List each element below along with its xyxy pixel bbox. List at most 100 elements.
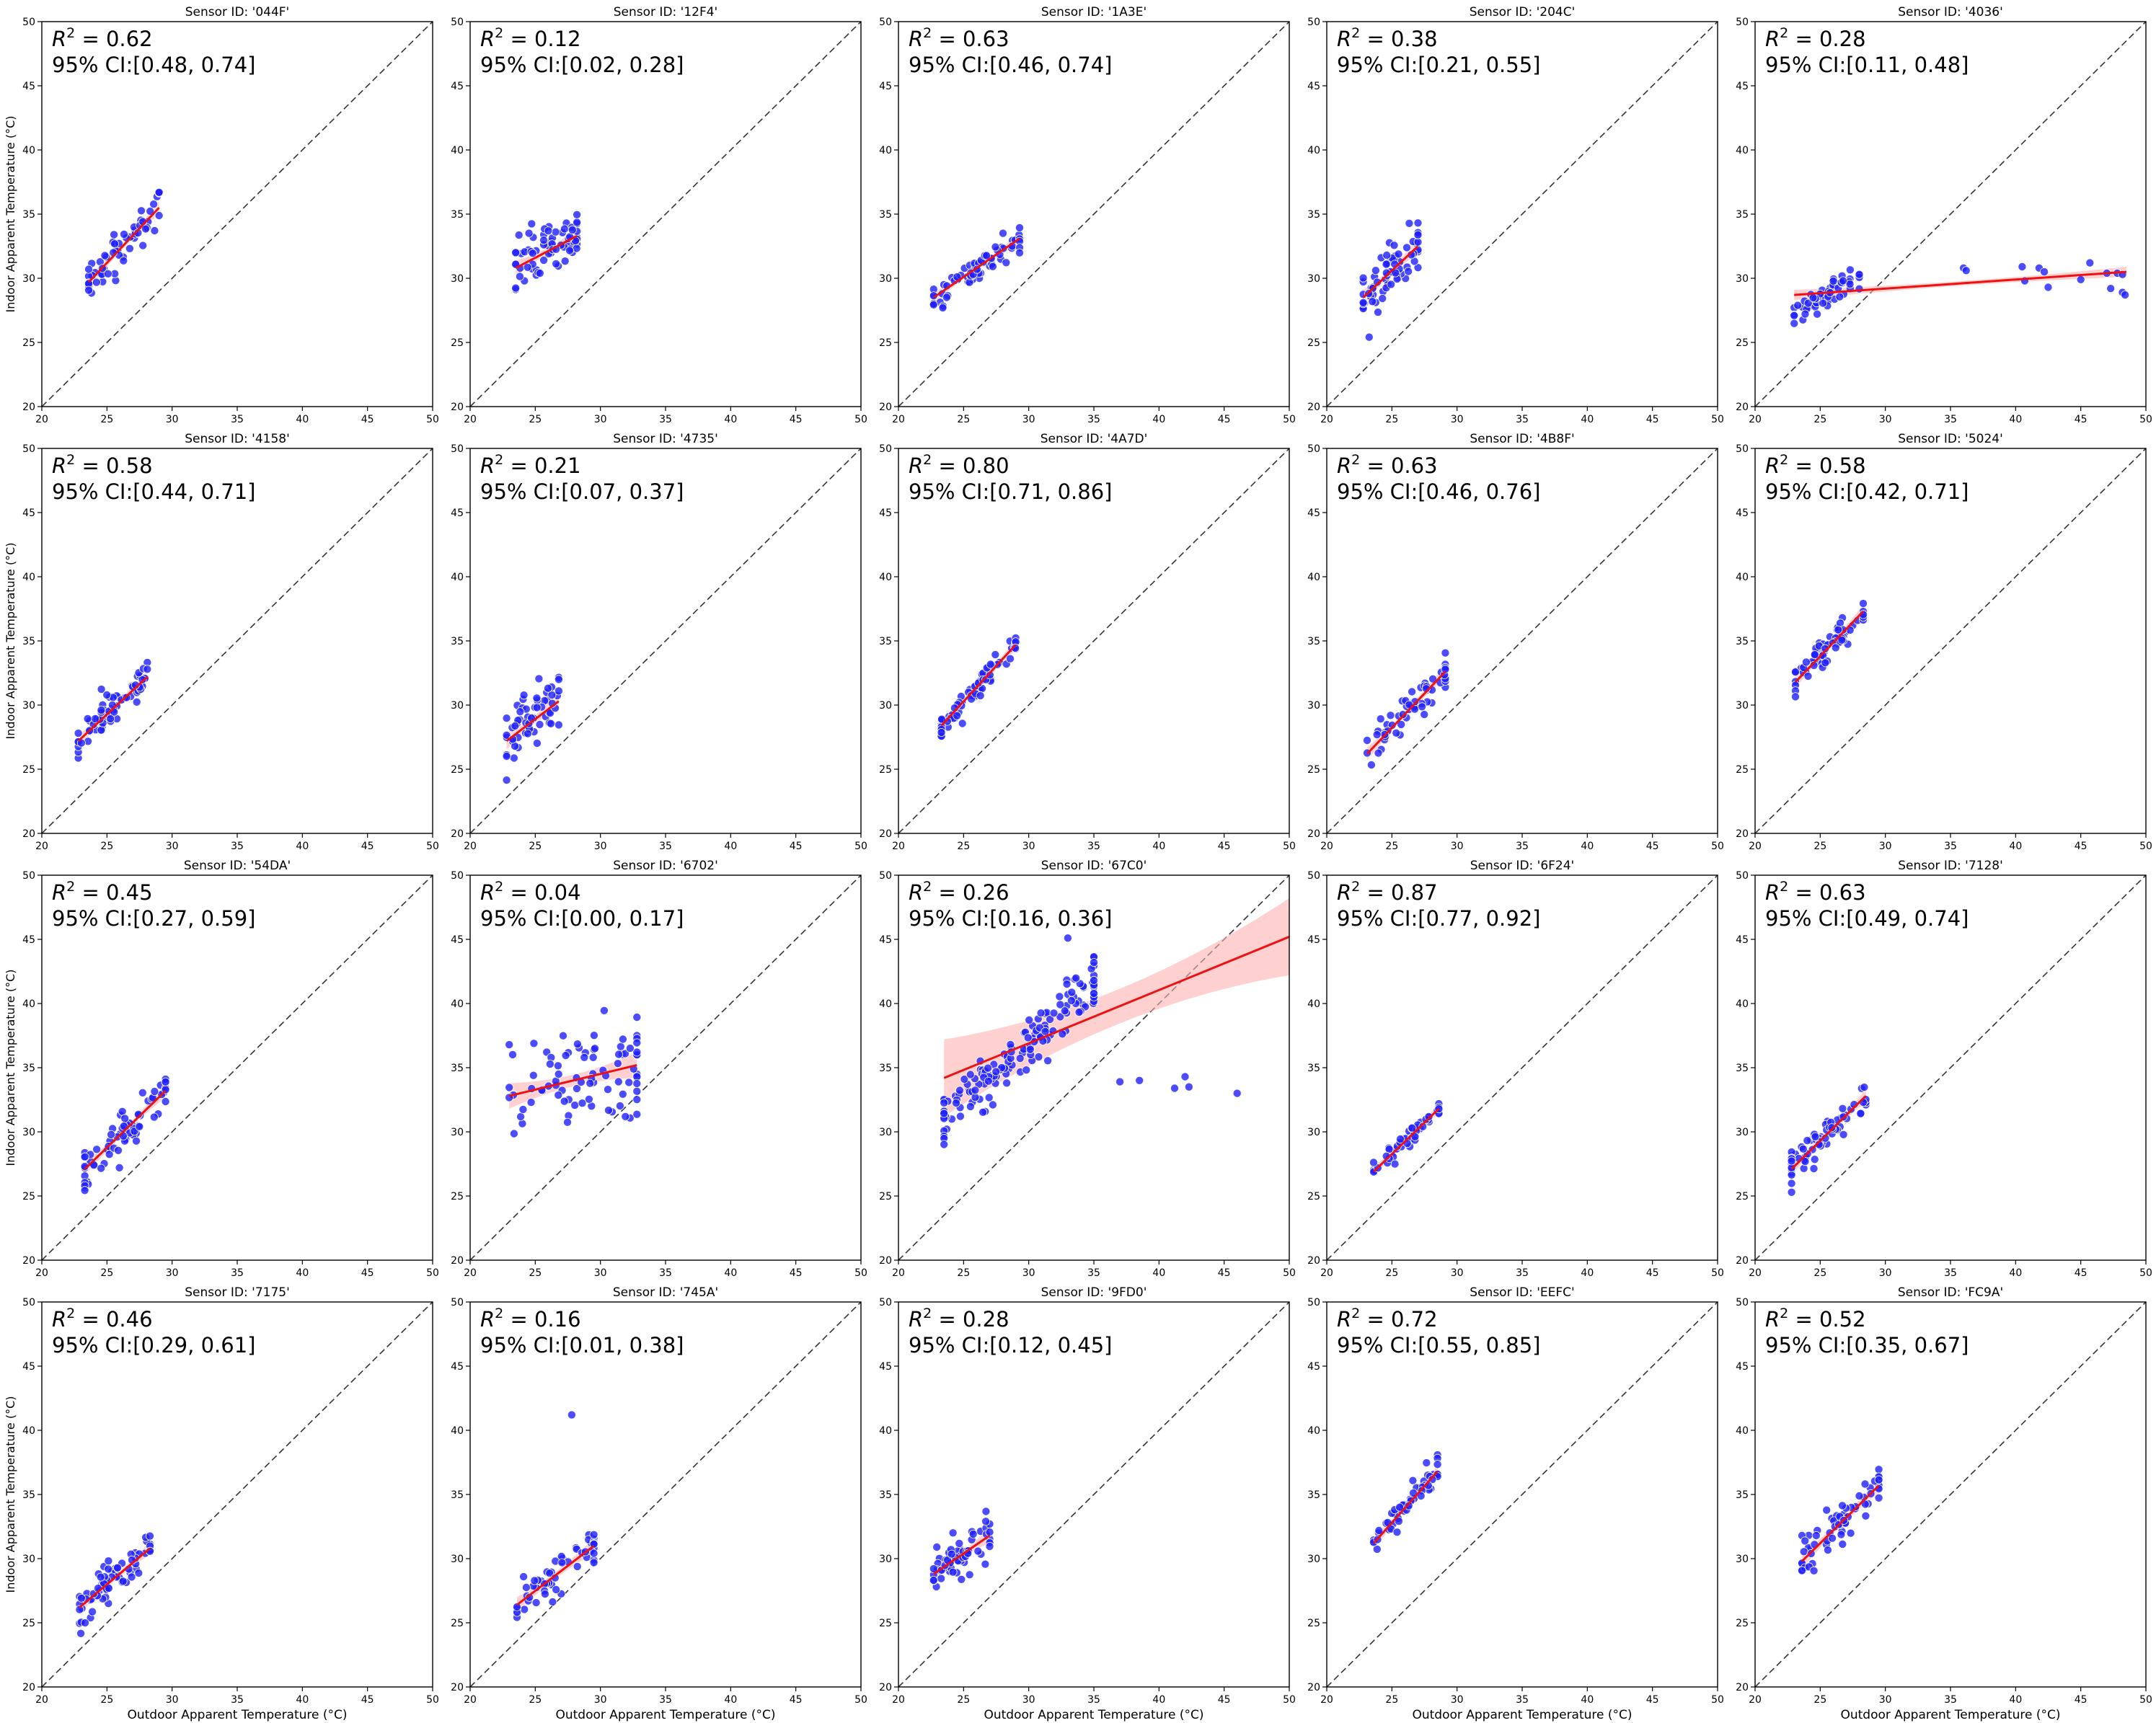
x-tick-label: 45 (790, 414, 803, 425)
x-tick-label: 40 (724, 841, 737, 852)
x-tick-label: 25 (529, 1694, 542, 1706)
identity-line (470, 22, 861, 407)
plot-area (470, 448, 861, 833)
y-tick-label: 45 (1736, 1361, 1749, 1373)
x-tick-label: 40 (1581, 1267, 1594, 1279)
data-point (1015, 248, 1025, 257)
data-point (532, 703, 542, 712)
r2-annotation: R2 = 0.63 (1337, 452, 1438, 478)
plot-area (898, 875, 1289, 1260)
data-point (580, 1053, 589, 1062)
data-point (604, 1085, 613, 1094)
data-point (1837, 1530, 1846, 1539)
data-point (519, 691, 529, 700)
subplot-4158: Sensor ID: '4158' 20 25 30 35 40 45 50 20 25 30 35 4… (4, 432, 439, 852)
x-tick-label: 25 (1385, 414, 1398, 425)
data-point (1090, 989, 1099, 998)
x-tick-label: 25 (1813, 841, 1826, 852)
data-point (1813, 309, 1822, 319)
data-point (554, 1091, 563, 1100)
data-point (1860, 1083, 1869, 1092)
identity-line (1755, 1302, 2146, 1687)
data-point (523, 262, 532, 272)
data-point (544, 683, 553, 693)
fit-line (77, 676, 149, 742)
plot-area (470, 875, 861, 1260)
fit-line (87, 207, 160, 283)
data-point (984, 1093, 994, 1102)
x-tick-label: 40 (1152, 841, 1165, 852)
data-point (560, 257, 570, 266)
x-tick-label: 25 (1385, 841, 1398, 852)
data-point (138, 241, 148, 250)
data-point (1821, 644, 1830, 653)
data-point (138, 1088, 147, 1097)
x-tick-label: 45 (1218, 1267, 1231, 1279)
y-tick-label: 50 (1736, 17, 1749, 28)
data-point (1799, 1164, 1808, 1173)
data-point (1049, 1009, 1059, 1018)
x-tick-label: 35 (231, 1267, 244, 1279)
data-point (104, 1556, 113, 1566)
x-tick-label: 20 (1320, 841, 1333, 852)
data-point (2121, 291, 2130, 300)
y-tick-label: 35 (451, 209, 464, 221)
data-point (978, 1107, 988, 1117)
fit-line (943, 936, 1289, 1079)
data-point (96, 1572, 105, 1582)
ci-annotation: 95% CI:[0.49, 0.74] (1765, 906, 1969, 931)
y-tick-label: 35 (22, 636, 35, 647)
identity-line (1755, 875, 2146, 1260)
y-tick-label: 20 (1307, 402, 1320, 413)
y-tick-label: 25 (1307, 1618, 1320, 1629)
y-tick-label: 45 (451, 1361, 464, 1373)
y-tick-label: 50 (1307, 443, 1320, 455)
y-tick-label: 20 (451, 1255, 464, 1267)
r2-annotation: R2 = 0.63 (1765, 879, 1866, 905)
y-axis-label: Indoor Apparent Temperature (°C) (4, 1396, 17, 1593)
data-point (618, 1035, 627, 1044)
y-tick-label: 30 (879, 1127, 892, 1138)
data-point (1371, 266, 1380, 275)
data-point (1799, 1547, 1808, 1556)
y-tick-label: 25 (1736, 764, 1749, 776)
y-tick-label: 35 (1736, 1063, 1749, 1074)
x-tick-label: 30 (594, 841, 607, 852)
plot-area (42, 875, 433, 1260)
r2-annotation: R2 = 0.21 (480, 452, 581, 478)
data-point (984, 1076, 993, 1086)
data-point (1408, 1476, 1418, 1485)
data-point (973, 1546, 983, 1556)
ci-annotation: 95% CI:[0.46, 0.74] (909, 53, 1112, 77)
data-point (518, 1104, 528, 1114)
y-tick-label: 30 (879, 700, 892, 712)
x-tick-label: 35 (1087, 1267, 1100, 1279)
subplot-5024: Sensor ID: '5024' 20 25 30 35 40 45 50 20 25 30 35 4… (1736, 432, 2152, 852)
x-tick-label: 45 (361, 1694, 374, 1706)
x-tick-label: 50 (426, 841, 439, 852)
x-tick-label: 40 (724, 1694, 737, 1706)
data-point (621, 1112, 630, 1121)
data-point (143, 665, 152, 674)
x-tick-label: 40 (2009, 1267, 2022, 1279)
data-point (502, 730, 511, 740)
data-point (515, 272, 524, 281)
y-tick-label: 30 (1307, 1554, 1320, 1565)
data-point (150, 226, 159, 235)
plot-area (1755, 448, 2146, 833)
data-point (1420, 710, 1429, 719)
y-tick-label: 25 (1307, 764, 1320, 776)
y-tick-label: 30 (451, 1554, 464, 1565)
y-tick-label: 45 (22, 934, 35, 946)
y-tick-label: 40 (22, 998, 35, 1010)
data-point (1961, 266, 1971, 275)
data-point (1821, 658, 1830, 668)
data-point (149, 200, 159, 209)
x-tick-label: 45 (1646, 1267, 1659, 1279)
ci-annotation: 95% CI:[0.46, 0.76] (1337, 479, 1540, 504)
r2-annotation: R2 = 0.58 (52, 452, 153, 478)
y-axis-label: Indoor Apparent Temperature (°C) (4, 116, 17, 313)
data-point (1067, 988, 1077, 997)
y-tick-label: 25 (451, 1191, 464, 1202)
x-tick-label: 35 (231, 841, 244, 852)
